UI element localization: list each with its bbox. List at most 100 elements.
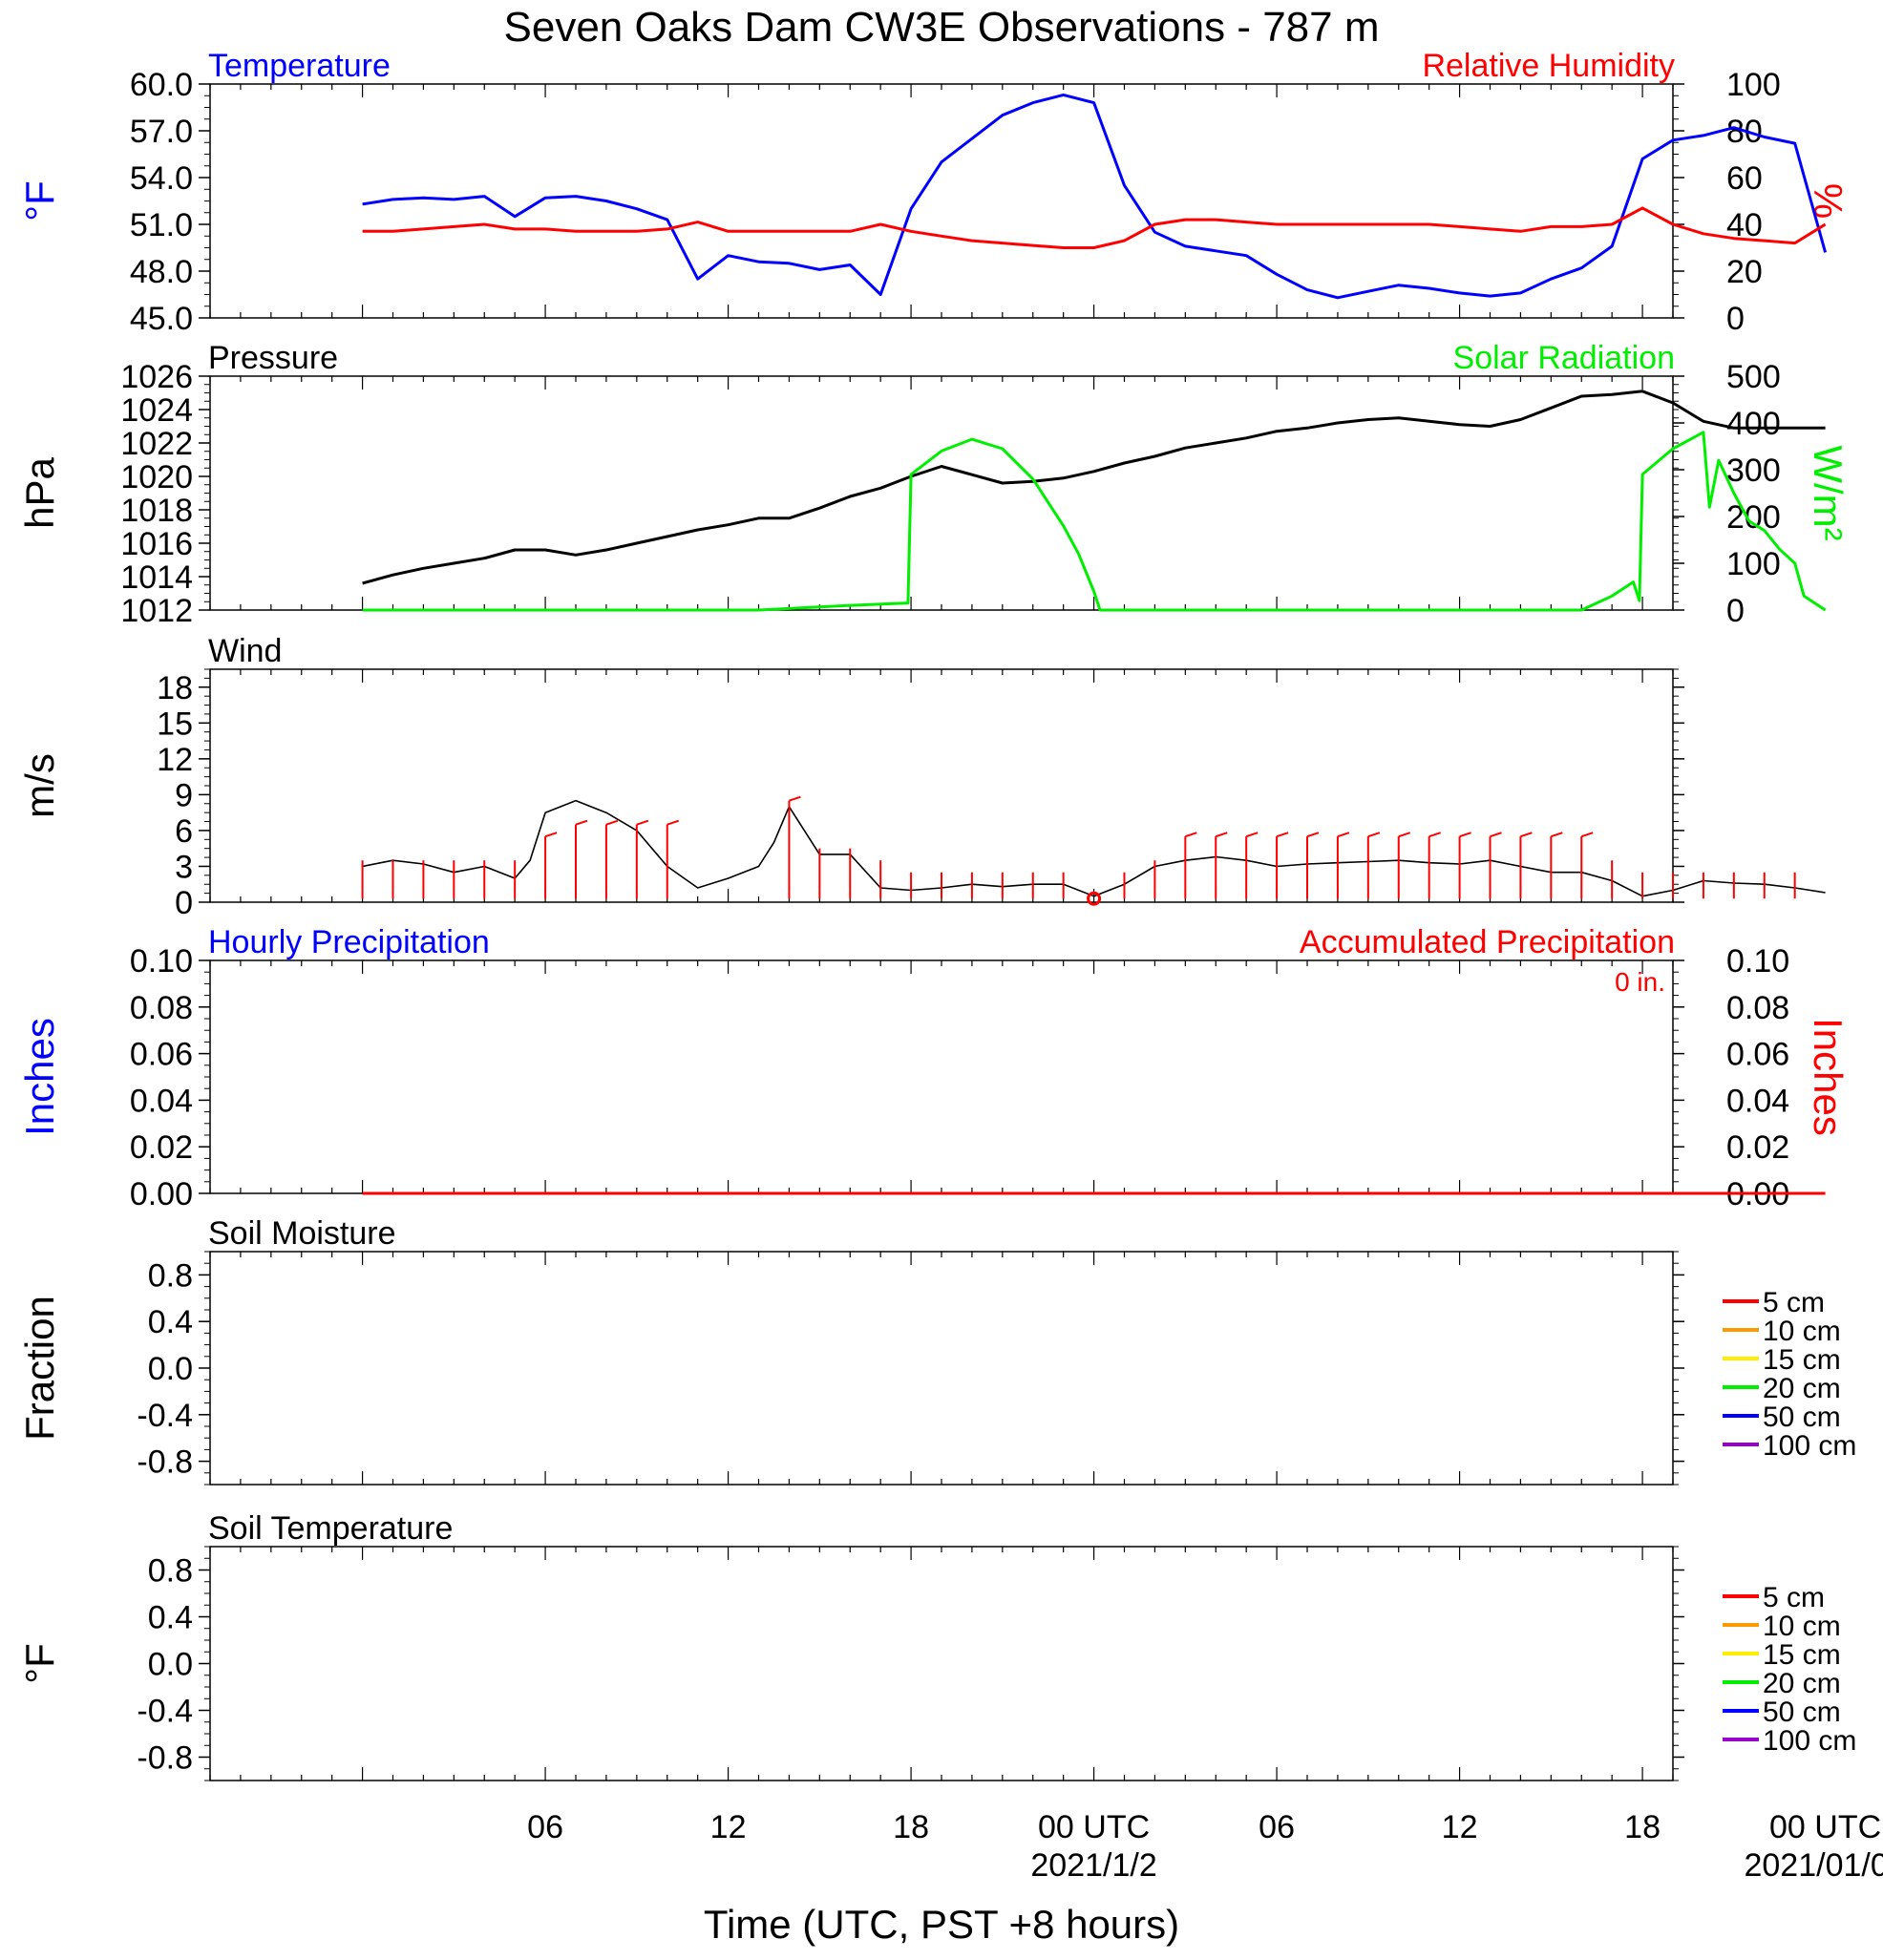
panel-soil-moisture: -0.8 -0.4 0.0 0.4 0.8 Soil Moisture Fraction 5 …: [17, 1215, 1856, 1486]
time-axis-label: Time (UTC, PST +8 hours): [704, 1902, 1179, 1947]
legend-label: 15 cm: [1763, 1344, 1841, 1376]
y-tick-label: 51.0: [130, 207, 193, 243]
wind-barb-flag: [1551, 832, 1563, 838]
y-tick-label: 0.0: [148, 1351, 193, 1387]
y-tick-label: 1018: [120, 493, 193, 529]
y-tick-label: 18: [157, 670, 193, 706]
y-right-tick-label: 400: [1726, 406, 1781, 442]
panel-title-left: Wind: [208, 633, 282, 669]
y-right-tick-label: 20: [1726, 254, 1763, 290]
accumulated-total-label: 0 in.: [1615, 967, 1665, 997]
y-right-tick-label: 60: [1726, 160, 1763, 197]
y-tick-label: 45.0: [130, 301, 193, 337]
legend-label: 5 cm: [1763, 1582, 1825, 1613]
time-tick-label: 18: [1624, 1809, 1661, 1845]
y-tick-label: 0.02: [130, 1129, 193, 1166]
wind-barb-flag: [1459, 832, 1471, 838]
y-tick-label: 0.4: [148, 1600, 193, 1636]
y-tick-label: 6: [175, 813, 193, 850]
series-line: [362, 93, 1828, 300]
legend-label: 20 cm: [1763, 1668, 1841, 1699]
y-tick-label: -0.4: [137, 1694, 193, 1730]
y-axis-label-left: m/s: [17, 753, 62, 818]
wind-barb-flag: [1245, 832, 1259, 838]
wind-barb-flag: [1306, 832, 1320, 838]
wind-barb-flag: [1490, 832, 1502, 838]
time-tick-label: 00 UTC: [1769, 1809, 1881, 1845]
wind-barb-flag: [605, 819, 619, 826]
y-right-tick-label: 0.08: [1726, 990, 1789, 1026]
calm-wind-marker: [1087, 891, 1102, 906]
time-date-label: 2021/01/03: [1744, 1847, 1883, 1884]
y-tick-label: 3: [175, 849, 193, 885]
time-tick-label: 12: [1442, 1809, 1478, 1845]
panel-title-left: Temperature: [208, 48, 391, 84]
legend-label: 50 cm: [1763, 1697, 1841, 1728]
panel-title-left: Soil Temperature: [208, 1510, 453, 1547]
y-tick-label: 57.0: [130, 114, 193, 150]
y-axis-label-left: °F: [17, 1643, 62, 1683]
y-tick-label: 1012: [120, 593, 193, 629]
y-tick-label: 0.04: [130, 1083, 193, 1119]
y-right-tick-label: 0.04: [1726, 1083, 1789, 1119]
y-right-tick-label: 0: [1726, 593, 1745, 629]
y-right-tick-label: 100: [1726, 67, 1781, 103]
y-tick-label: 48.0: [130, 254, 193, 290]
y-axis-label-right: W/m²: [1806, 445, 1851, 540]
panel-title-right: Solar Radiation: [1453, 340, 1675, 376]
y-right-tick-label: 200: [1726, 499, 1781, 536]
y-tick-label: 0.10: [130, 943, 193, 980]
legend-label: 15 cm: [1763, 1639, 1841, 1671]
wind-barb-flag: [1215, 832, 1228, 838]
y-tick-label: 1026: [120, 359, 193, 395]
y-axis-label-left: Inches: [17, 1018, 62, 1136]
time-date-label: 2021/1/2: [1030, 1847, 1156, 1884]
legend-label: 100 cm: [1763, 1430, 1856, 1462]
y-tick-label: -0.8: [137, 1740, 193, 1777]
y-tick-label: 1020: [120, 459, 193, 495]
y-axis-label-left: hPa: [17, 456, 62, 528]
legend-label: 100 cm: [1763, 1725, 1856, 1757]
y-tick-label: 60.0: [130, 67, 193, 103]
y-tick-label: 1024: [120, 392, 193, 429]
y-tick-label: 0.06: [130, 1037, 193, 1073]
series-line: [362, 431, 1827, 612]
wind-barb-flag: [1520, 832, 1533, 838]
y-axis-label-left: Fraction: [17, 1296, 62, 1441]
legend-label: 5 cm: [1763, 1287, 1825, 1318]
wind-barb-flag: [1398, 832, 1411, 838]
legend-label: 10 cm: [1763, 1316, 1841, 1347]
y-tick-label: 1016: [120, 526, 193, 562]
y-tick-label: -0.4: [137, 1398, 193, 1434]
y-tick-label: 15: [157, 706, 193, 742]
y-tick-label: 9: [175, 777, 193, 813]
wind-barb-flag: [1185, 832, 1197, 838]
time-tick-label: 06: [527, 1809, 563, 1845]
wind-barb-flag: [575, 819, 588, 826]
figure-title: Seven Oaks Dam CW3E Observations - 787 m: [504, 4, 1380, 51]
y-tick-label: 0.4: [148, 1304, 193, 1340]
legend-label: 20 cm: [1763, 1373, 1841, 1404]
wind-barb-flag: [544, 832, 558, 838]
wind-barb-flag: [789, 795, 801, 802]
wind-barb-flag: [666, 819, 680, 826]
wind-barb-flag: [1428, 832, 1441, 838]
y-tick-label: 12: [157, 742, 193, 778]
y-axis-label-right: Inches: [1806, 1018, 1851, 1136]
series-line: [362, 390, 1826, 585]
y-tick-label: 1022: [120, 426, 193, 462]
y-tick-label: -0.8: [137, 1444, 193, 1481]
series-line: [362, 206, 1827, 249]
wind-barb-flag: [1367, 832, 1381, 838]
y-right-tick-label: 0: [1726, 301, 1745, 337]
wind-barb-flag: [1580, 832, 1594, 838]
y-tick-label: 0.0: [148, 1647, 193, 1683]
y-right-tick-label: 500: [1726, 359, 1781, 395]
panel-title-left: Soil Moisture: [208, 1215, 396, 1252]
panels-group: 45.048.051.054.057.060.0020406080100Temp…: [17, 48, 1856, 1781]
